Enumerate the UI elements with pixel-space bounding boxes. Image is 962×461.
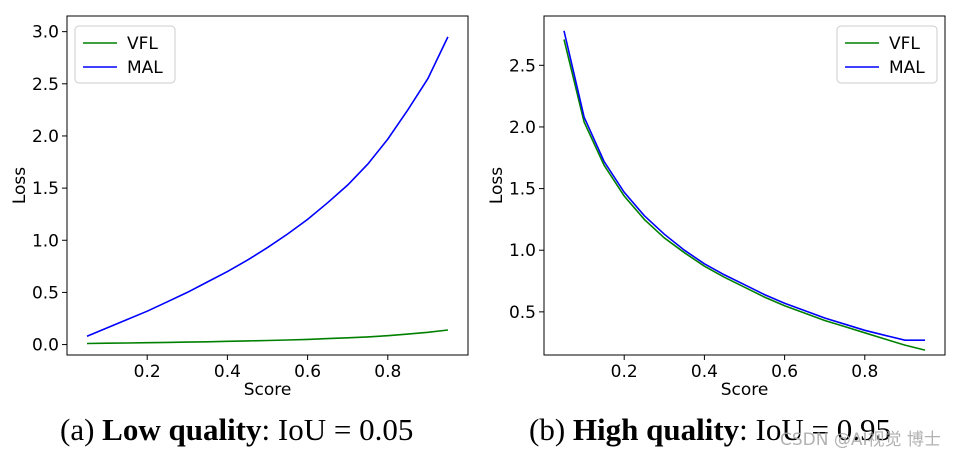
x-tick-label: 0.6 — [294, 362, 321, 382]
series-line-mal — [86, 36, 449, 337]
x-axis-label: Score — [721, 380, 769, 400]
y-tick-label: 3.0 — [32, 23, 59, 43]
legend-label-vfl: VFL — [889, 34, 920, 54]
y-axis-label: Loss — [487, 167, 507, 204]
y-tick-label: 1.0 — [509, 241, 536, 261]
caption-prefix: (a) — [60, 412, 103, 447]
y-tick-label: 2.0 — [509, 118, 536, 138]
y-tick-label: 2.5 — [32, 75, 59, 95]
legend-label-mal: MAL — [127, 58, 163, 78]
x-tick-label: 0.8 — [851, 362, 878, 382]
y-tick-label: 1.5 — [509, 180, 536, 200]
caption-bold: High quality — [572, 412, 740, 447]
axes-frame — [66, 15, 469, 356]
watermark: CSDN @AI视觉 博士 — [780, 430, 941, 450]
caption-bold: Low quality — [102, 412, 262, 447]
legend-box — [74, 25, 176, 84]
caption-suffix: : IoU = 0.05 — [261, 412, 414, 447]
x-tick-label: 0.4 — [691, 362, 718, 382]
caption-high-quality: (b) High quality: IoU = 0.95 — [529, 412, 891, 448]
caption-prefix: (b) — [529, 412, 573, 447]
x-tick-label: 0.8 — [374, 362, 401, 382]
y-tick-label: 1.5 — [32, 179, 59, 199]
legend-label-vfl: VFL — [127, 34, 158, 54]
series-line-mal — [563, 30, 925, 341]
y-tick-label: 0.5 — [509, 303, 536, 323]
legend: VFL MAL — [74, 25, 176, 84]
y-tick-label: 2.5 — [509, 56, 536, 76]
y-tick-label: 0.5 — [32, 283, 59, 303]
y-tick-label: 2.0 — [32, 127, 59, 147]
caption-suffix: : IoU = 0.95 — [739, 412, 891, 447]
x-tick-label: 0.2 — [611, 362, 638, 382]
axes-frame — [543, 15, 946, 356]
series-line-vfl — [86, 329, 448, 345]
y-axis-label: Loss — [10, 167, 30, 204]
legend-box — [836, 25, 938, 84]
y-tick-label: 0.0 — [32, 336, 59, 356]
y-tick-label: 1.0 — [32, 231, 59, 251]
legend-label-mal: MAL — [889, 58, 925, 78]
plot-low-quality: 0.2 0.4 0.6 0.8 0.0 0.5 1.0 1.5 2.0 2.5 3.0 Score Lo… — [10, 15, 469, 400]
x-tick-label: 0.2 — [134, 362, 161, 382]
x-tick-label: 0.6 — [771, 362, 798, 382]
caption-low-quality: (a) Low quality: IoU = 0.05 — [60, 412, 413, 448]
x-axis-label: Score — [244, 380, 292, 400]
legend: VFL MAL — [836, 25, 938, 84]
plot-high-quality: 0.2 0.4 0.6 0.8 0.5 1.0 1.5 2.0 2.5 Score Loss VFL M… — [487, 15, 946, 400]
x-tick-label: 0.4 — [214, 362, 241, 382]
series-line-vfl — [563, 39, 926, 351]
